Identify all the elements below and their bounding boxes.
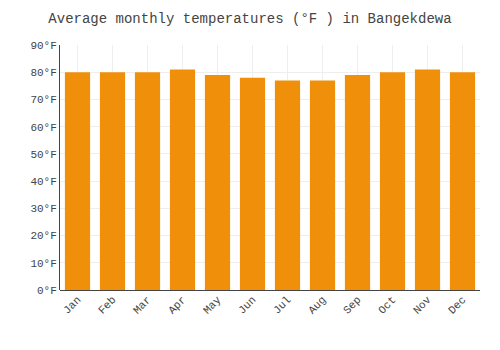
svg-text:Jul: Jul — [271, 294, 293, 316]
svg-text:Average monthly temperatures (: Average monthly temperatures (°F ) in Ba… — [48, 11, 451, 27]
svg-text:50°F: 50°F — [30, 149, 56, 161]
svg-text:Apr: Apr — [166, 294, 188, 316]
svg-text:20°F: 20°F — [30, 230, 56, 242]
svg-text:60°F: 60°F — [30, 122, 56, 134]
svg-text:10°F: 10°F — [30, 258, 56, 270]
svg-text:Dec: Dec — [446, 294, 468, 316]
svg-text:40°F: 40°F — [30, 176, 56, 188]
svg-text:Mar: Mar — [131, 294, 153, 316]
svg-text:0°F: 0°F — [37, 285, 57, 297]
svg-text:Aug: Aug — [306, 294, 328, 316]
svg-text:Oct: Oct — [376, 294, 398, 316]
svg-text:Jan: Jan — [61, 294, 83, 316]
svg-text:90°F: 90°F — [30, 40, 56, 52]
svg-text:Sep: Sep — [341, 294, 363, 316]
svg-text:Jun: Jun — [236, 294, 258, 316]
svg-text:May: May — [201, 294, 224, 317]
svg-text:80°F: 80°F — [30, 67, 56, 79]
svg-text:Nov: Nov — [411, 294, 434, 317]
svg-text:70°F: 70°F — [30, 94, 56, 106]
svg-text:Feb: Feb — [96, 294, 118, 316]
svg-text:30°F: 30°F — [30, 203, 56, 215]
